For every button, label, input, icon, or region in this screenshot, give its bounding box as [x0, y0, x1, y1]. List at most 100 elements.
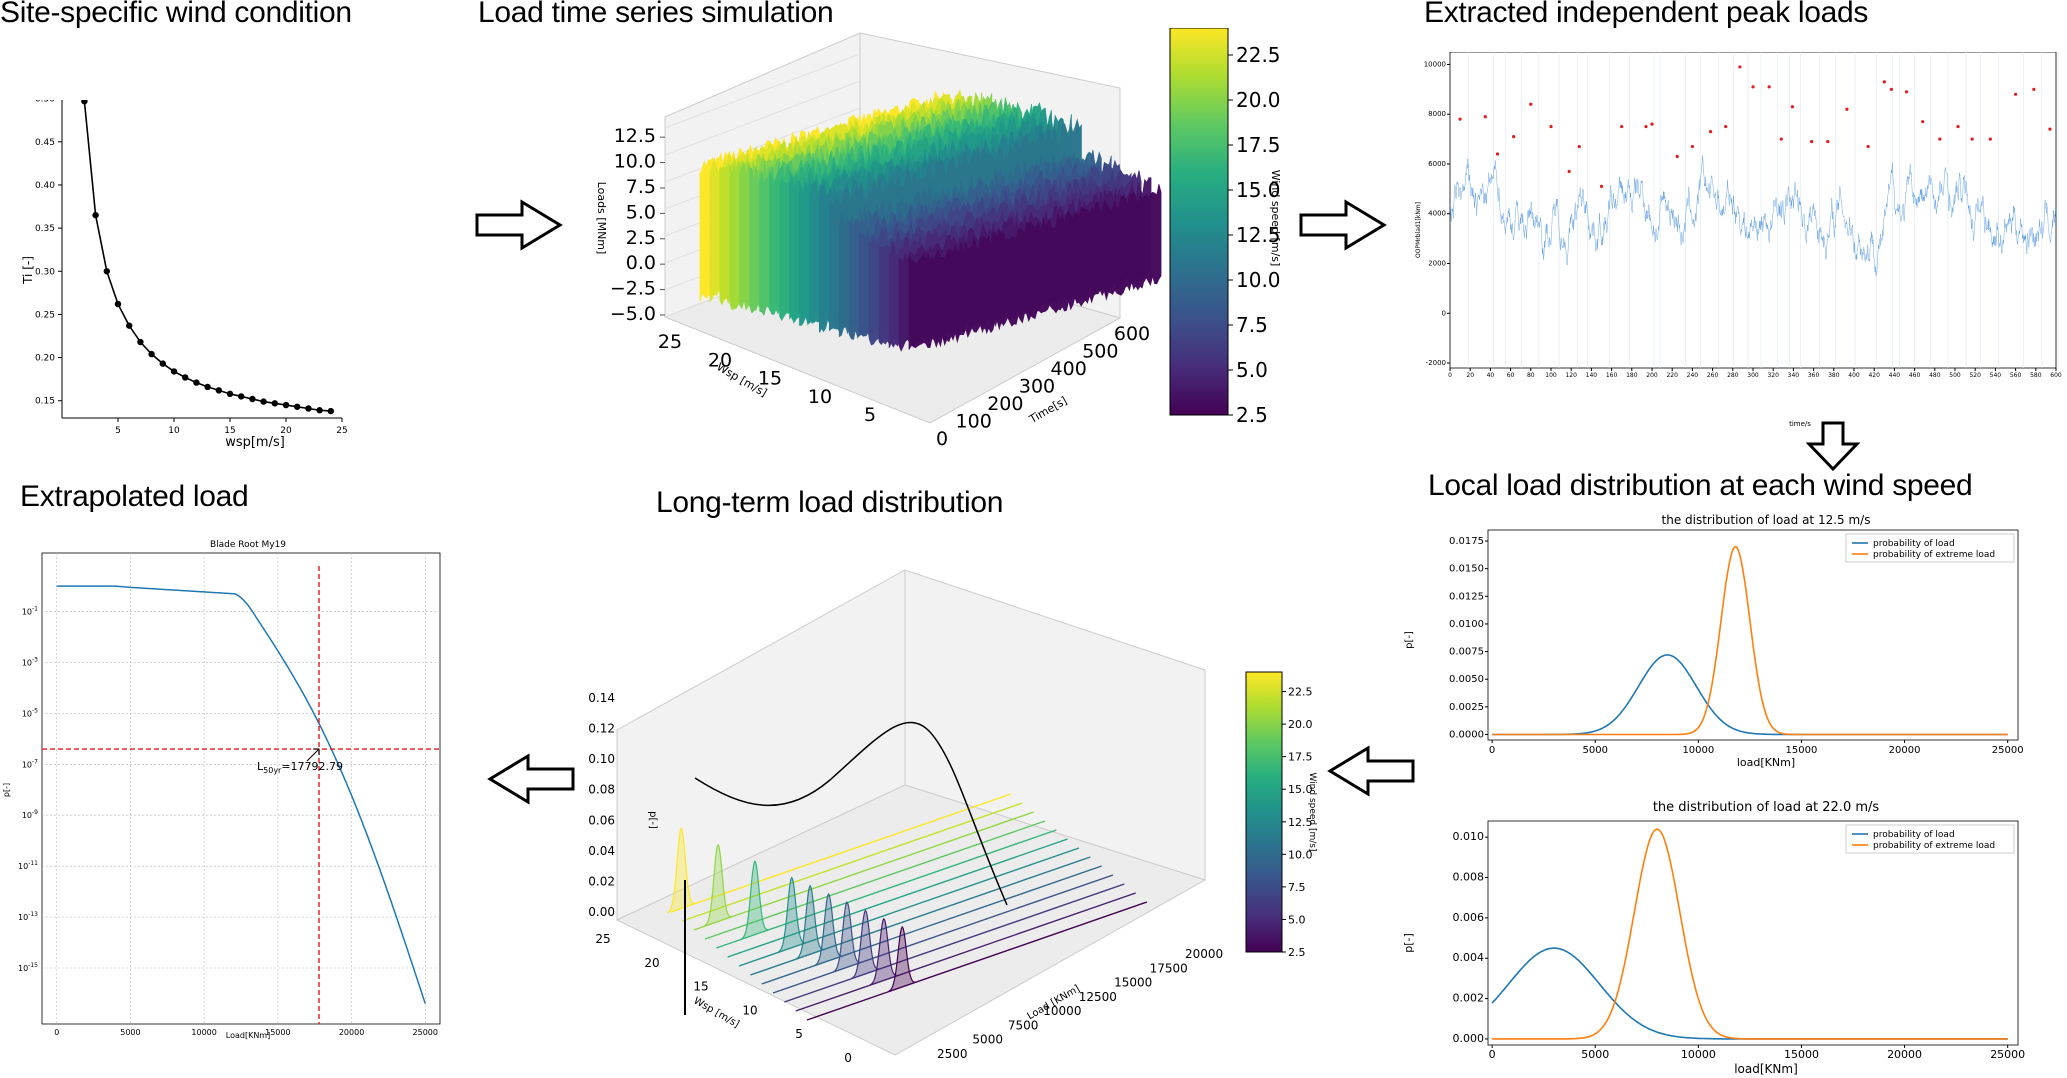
wind-ytick-label: 0.20 — [35, 354, 55, 364]
lt-ztick-label: 0.08 — [588, 783, 615, 797]
local-xtick-label: 25000 — [1990, 1048, 2025, 1061]
ex-ytick-label: 10-1 — [22, 606, 38, 617]
local-legend-label: probability of extreme load — [1873, 841, 1995, 851]
wind-ti-point — [294, 403, 301, 410]
ts-time-tick-label: 200 — [987, 393, 1023, 415]
local-xtick-label: 15000 — [1784, 1048, 1819, 1061]
ts-ztick-label: 2.5 — [626, 227, 656, 249]
lt-peak — [795, 884, 824, 960]
local-ytick-label: 0.002 — [1453, 992, 1485, 1005]
peaks-xtick-label: 380 — [1828, 372, 1840, 379]
peaks-ytick-label: -2000 — [1426, 359, 1446, 367]
lt-cb-tick-label: 15.0 — [1288, 783, 1313, 796]
peak-marker — [2032, 87, 2036, 91]
lt-peak — [703, 843, 732, 927]
lt-ztick-label: 0.06 — [588, 813, 615, 827]
lt-ztick-label: 0.00 — [588, 905, 615, 919]
ts-time-tick-label: 0 — [936, 428, 948, 450]
wind-ti-point — [159, 360, 166, 367]
peak-marker — [2014, 92, 2018, 96]
wind-ytick-label: 0.30 — [35, 267, 55, 277]
ts-ztick-label: 0.0 — [626, 252, 656, 274]
wind-ti-point — [170, 368, 178, 375]
peaks-xtick-label: 80 — [1527, 372, 1535, 379]
peaks-xtick-label: 400 — [1848, 372, 1860, 379]
local-ytick-label: 0.000 — [1453, 1032, 1485, 1045]
peak-marker — [1904, 90, 1909, 94]
ts-wsp-tick-label: 20 — [708, 349, 732, 371]
ts-ztick-label: 7.5 — [626, 176, 656, 198]
local-xtick-label: 10000 — [1682, 745, 1714, 756]
ts-zlabel: Loads [MNm] — [595, 182, 608, 255]
peaks-xtick-label: 600 — [2050, 372, 2062, 379]
peaks-xtick-label: 20 — [1466, 372, 1474, 379]
lt-load-tick-label: 2500 — [937, 1047, 968, 1061]
peaks-signal — [1449, 155, 2057, 277]
wind-ti-point — [182, 374, 189, 381]
arrow-left-2 — [487, 753, 575, 805]
ts-wsp-tick-label: 25 — [658, 331, 682, 353]
ts-wsp-tick-label: 10 — [808, 386, 832, 408]
ex-xlabel: Load[KNm] — [226, 1031, 270, 1040]
title-wind: Site-specific wind condition — [0, 0, 352, 29]
wind-ti-point — [103, 268, 111, 275]
local-ytick-label: 0.0000 — [1449, 729, 1484, 740]
peak-marker — [1751, 85, 1755, 89]
ex-ytick-label: 10-5 — [22, 707, 38, 718]
ts-load-slab — [908, 184, 1162, 350]
peaks-xtick-label: 280 — [1727, 372, 1739, 379]
ex-xtick-label: 20000 — [339, 1028, 364, 1037]
local-xtick-label: 5000 — [1583, 745, 1608, 756]
title-peaks: Extracted independent peak loads — [1424, 0, 1869, 29]
peaks-xtick-label: 220 — [1666, 372, 1678, 379]
peak-marker — [1724, 125, 1728, 129]
local-series-0 — [1491, 947, 2008, 1040]
ts-cb-tick-label: 20.0 — [1236, 88, 1280, 112]
peak-marker — [1675, 154, 1679, 159]
local-ytick-label: 0.0175 — [1449, 536, 1484, 547]
wind-ti-point — [148, 350, 155, 358]
peak-marker — [1845, 107, 1849, 111]
peak-marker — [1938, 137, 1942, 141]
peaks-xtick-label: 200 — [1646, 372, 1658, 379]
peaks-xtick-label: 0 — [1448, 372, 1452, 379]
local-xtick-label: 25000 — [1992, 745, 2024, 756]
peak-marker — [1970, 137, 1974, 141]
local-ytick-label: 0.006 — [1453, 911, 1485, 924]
ts-grid-line — [664, 80, 861, 156]
local-xtick-label: 10000 — [1681, 1048, 1716, 1061]
local-legend-label: probability of load — [1873, 830, 1955, 840]
local-xtick-label: 0 — [1489, 1048, 1496, 1061]
wind-ti-point — [204, 383, 211, 391]
ts-grid-line — [664, 53, 861, 129]
l12-ylabel: p[-] — [1404, 631, 1415, 649]
lt-wsp-tick-label: 10 — [742, 1003, 757, 1017]
ts-time-tick-label: 300 — [1019, 376, 1055, 398]
lt-cb-tick-label: 20.0 — [1288, 718, 1313, 731]
lt-load-tick-label: 10000 — [1043, 1004, 1081, 1018]
local-series-1 — [1492, 545, 2008, 736]
local-ytick-label: 0.0075 — [1449, 647, 1484, 658]
peaks-xtick-label: 40 — [1487, 372, 1495, 379]
wind-ti-point — [137, 338, 144, 346]
peak-marker — [1549, 125, 1553, 129]
peaks-ytick-label: 6000 — [1428, 160, 1446, 168]
peak-marker — [1620, 125, 1624, 129]
ts-time-tick-label: 400 — [1051, 358, 1087, 380]
lt-load-tick-label: 15000 — [1114, 976, 1152, 990]
wind-ti-point — [238, 393, 245, 400]
lt-wsplabel: Wsp [m/s] — [692, 995, 742, 1030]
peaks-frame — [1449, 52, 2057, 369]
ex-xtick-label: 10000 — [191, 1028, 216, 1037]
wind-xtick-label: 20 — [280, 426, 292, 436]
title-local: Local load distribution at each wind spe… — [1428, 469, 1973, 502]
lt-baseline — [750, 856, 1091, 976]
long-term-3d-chart: 0.14 0.12 0.10 0.08 0.06 0.04 0.02 0.00 25 20 15 1… — [588, 569, 1317, 1065]
lt-wsp-tick-label: 0 — [844, 1051, 852, 1065]
local-ytick-label: 0.0150 — [1449, 564, 1484, 575]
local-ytick-label: 0.0100 — [1449, 619, 1484, 630]
wind-ti-point — [81, 100, 88, 105]
lt-wsp-tick-label: 20 — [644, 956, 659, 970]
peak-marker — [1529, 102, 1533, 106]
peaks-xtick-label: 100 — [1545, 372, 1557, 379]
